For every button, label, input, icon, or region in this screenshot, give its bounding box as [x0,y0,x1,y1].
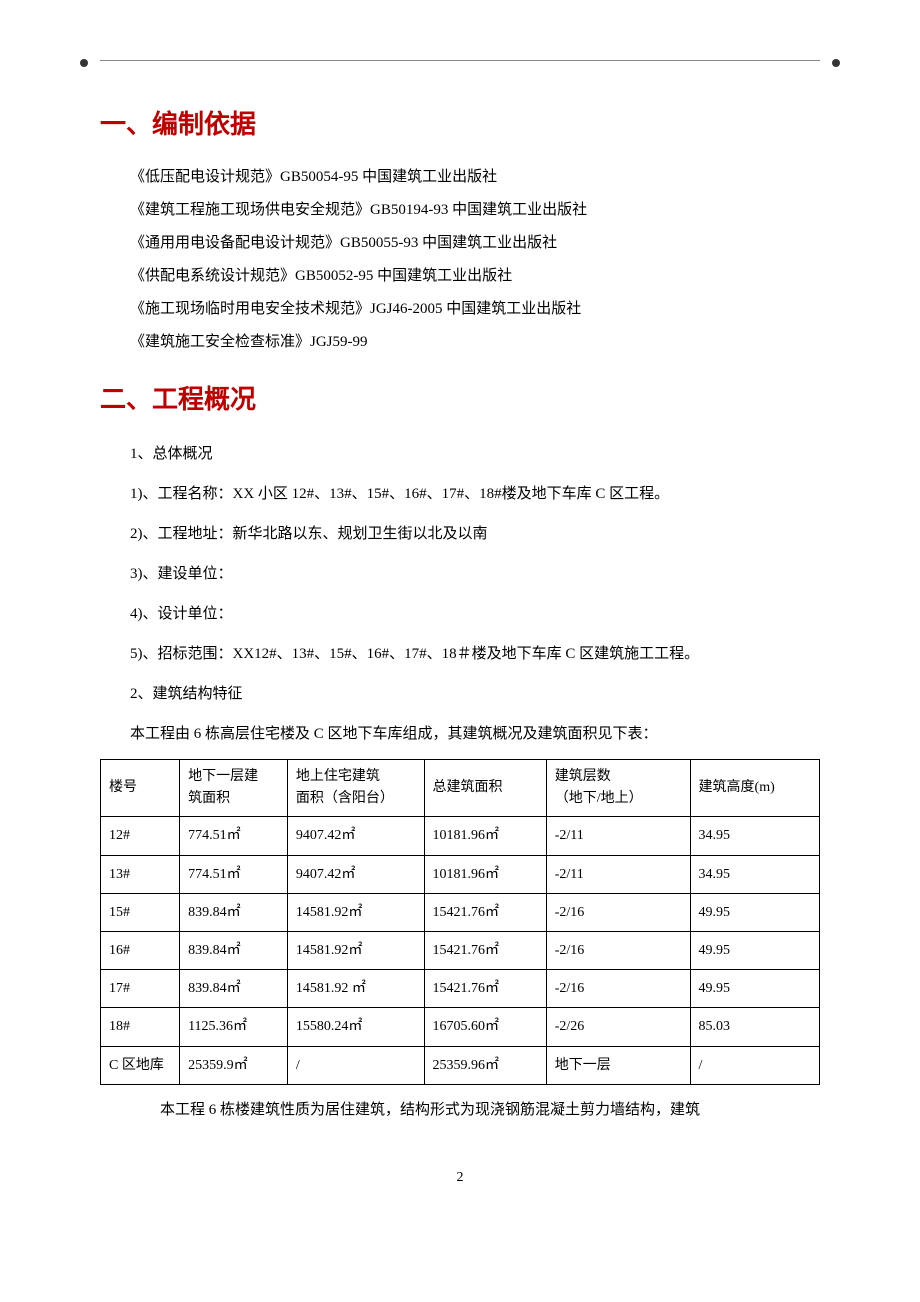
cell-height: 34.95 [690,817,819,855]
table-row: 17# 839.84㎡ 14581.92 ㎡ 15421.76㎡ -2/16 4… [101,970,820,1008]
cell-total: 15421.76㎡ [424,970,546,1008]
cell-underground: 774.51㎡ [180,817,288,855]
th-label: 建筑高度(m) [699,780,775,795]
overview-item: 1)、工程名称：XX 小区 12#、13#、15#、16#、17#、18#楼及地… [130,479,820,509]
cell-floors: -2/11 [546,817,690,855]
table-row: 12# 774.51㎡ 9407.42㎡ 10181.96㎡ -2/11 34.… [101,817,820,855]
sub1-heading: 1、总体概况 [130,439,820,469]
cell-floors: -2/16 [546,970,690,1008]
cell-floors: -2/26 [546,1008,690,1046]
table-row: 18# 1125.36㎡ 15580.24㎡ 16705.60㎡ -2/26 8… [101,1008,820,1046]
cell-floors: -2/16 [546,893,690,931]
th-floors: 建筑层数 （地下/地上） [546,759,690,817]
th-above-area: 地上住宅建筑面积（含阳台） [287,759,424,817]
cell-building-no: 17# [101,970,180,1008]
cell-underground: 1125.36㎡ [180,1008,288,1046]
cell-building-no: 13# [101,855,180,893]
section2-heading: 二、工程概况 [100,376,820,423]
cell-height: 49.95 [690,970,819,1008]
cell-building-no: 18# [101,1008,180,1046]
th-total-area: 总建筑面积 [424,759,546,817]
basis-item: 《通用用电设备配电设计规范》GB50055-93 中国建筑工业出版社 [130,230,820,257]
th-label: 建筑层数 [555,769,611,784]
table-row: 15# 839.84㎡ 14581.92㎡ 15421.76㎡ -2/16 49… [101,893,820,931]
overview-item: 3)、建设单位： [130,559,820,589]
cell-height: 49.95 [690,931,819,969]
top-divider [100,60,820,61]
cell-underground: 839.84㎡ [180,893,288,931]
th-label: 地上住宅建筑 [296,769,380,784]
th-label: 总建筑面积 [433,780,503,795]
cell-underground: 839.84㎡ [180,970,288,1008]
sub2-heading: 2、建筑结构特征 [130,679,820,709]
building-table: 楼号 地下一层建筑面积 地上住宅建筑面积（含阳台） 总建筑面积 建筑层数 （地下/… [100,759,820,1085]
cell-underground: 774.51㎡ [180,855,288,893]
cell-above: 14581.92㎡ [287,931,424,969]
th-building-no: 楼号 [101,759,180,817]
cell-above: 9407.42㎡ [287,855,424,893]
th-label: 筑面积 [188,791,230,806]
sub2-intro: 本工程由 6 栋高层住宅楼及 C 区地下车库组成，其建筑概况及建筑面积见下表： [130,719,820,749]
cell-above: 14581.92㎡ [287,893,424,931]
cell-building-no: 16# [101,931,180,969]
basis-item: 《供配电系统设计规范》GB50052-95 中国建筑工业出版社 [130,263,820,290]
cell-total: 25359.96㎡ [424,1046,546,1084]
cell-total: 16705.60㎡ [424,1008,546,1046]
cell-building-no: C 区地库 [101,1046,180,1084]
cell-height: 34.95 [690,855,819,893]
cell-total: 10181.96㎡ [424,855,546,893]
cell-above: 9407.42㎡ [287,817,424,855]
basis-item: 《低压配电设计规范》GB50054-95 中国建筑工业出版社 [130,164,820,191]
th-height: 建筑高度(m) [690,759,819,817]
cell-total: 15421.76㎡ [424,893,546,931]
cell-floors: -2/16 [546,931,690,969]
cell-height: 49.95 [690,893,819,931]
basis-item: 《施工现场临时用电安全技术规范》JGJ46-2005 中国建筑工业出版社 [130,296,820,323]
cell-height: 85.03 [690,1008,819,1046]
cell-building-no: 12# [101,817,180,855]
cell-floors: 地下一层 [546,1046,690,1084]
cell-above: / [287,1046,424,1084]
sub2-outro: 本工程 6 栋楼建筑性质为居住建筑，结构形式为现浇钢筋混凝土剪力墙结构，建筑 [130,1095,820,1125]
table-row: 16# 839.84㎡ 14581.92㎡ 15421.76㎡ -2/16 49… [101,931,820,969]
overview-item: 2)、工程地址：新华北路以东、规划卫生街以北及以南 [130,519,820,549]
overview-item: 5)、招标范围：XX12#、13#、15#、16#、17#、18＃楼及地下车库 … [130,639,820,669]
th-label: （地下/地上） [555,791,643,806]
table-row: 13# 774.51㎡ 9407.42㎡ 10181.96㎡ -2/11 34.… [101,855,820,893]
cell-total: 15421.76㎡ [424,931,546,969]
cell-total: 10181.96㎡ [424,817,546,855]
cell-building-no: 15# [101,893,180,931]
cell-underground: 839.84㎡ [180,931,288,969]
th-label: 楼号 [109,780,137,795]
cell-floors: -2/11 [546,855,690,893]
overview-item: 4)、设计单位： [130,599,820,629]
section1-heading: 一、编制依据 [100,101,820,148]
table-header-row: 楼号 地下一层建筑面积 地上住宅建筑面积（含阳台） 总建筑面积 建筑层数 （地下/… [101,759,820,817]
th-label: 地下一层建 [188,769,258,784]
basis-item: 《建筑施工安全检查标准》JGJ59-99 [130,329,820,356]
cell-height: / [690,1046,819,1084]
table-row: C 区地库 25359.9㎡ / 25359.96㎡ 地下一层 / [101,1046,820,1084]
th-label: 面积（含阳台） [296,791,394,806]
page-number: 2 [100,1165,820,1190]
basis-item: 《建筑工程施工现场供电安全规范》GB50194-93 中国建筑工业出版社 [130,197,820,224]
cell-underground: 25359.9㎡ [180,1046,288,1084]
cell-above: 14581.92 ㎡ [287,970,424,1008]
cell-above: 15580.24㎡ [287,1008,424,1046]
th-underground-area: 地下一层建筑面积 [180,759,288,817]
